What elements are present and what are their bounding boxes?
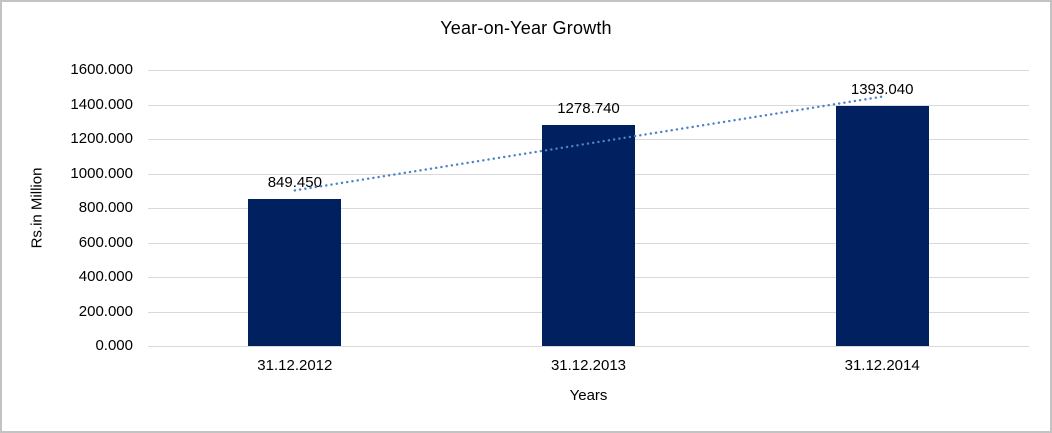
y-tick-label: 0.000 — [95, 337, 133, 354]
x-tick-label: 31.12.2012 — [257, 357, 333, 374]
data-label: 1393.040 — [850, 80, 914, 98]
gridline — [148, 70, 1029, 71]
bar — [248, 199, 342, 346]
bar — [542, 125, 635, 346]
y-tick-label: 600.000 — [78, 233, 133, 251]
data-label: 849.450 — [267, 174, 322, 192]
y-tick-label: 400.000 — [78, 268, 133, 285]
x-tick-label: 31.12.2013 — [550, 357, 627, 374]
y-tick-label: 800.000 — [78, 199, 133, 216]
y-tick-label: 1000.000 — [70, 164, 133, 182]
x-axis-title: Years — [569, 387, 608, 404]
y-tick-label: 200.000 — [78, 302, 133, 320]
x-tick-label: 31.12.2014 — [844, 357, 920, 374]
data-label: 1278.740 — [557, 100, 620, 118]
y-tick-label: 1600.000 — [70, 61, 133, 78]
gridline — [148, 346, 1029, 347]
y-tick-label: 1400.000 — [70, 95, 133, 113]
bar — [835, 105, 929, 346]
y-tick-label: 1200.000 — [70, 130, 133, 147]
chart-title: Year-on-Year Growth — [440, 18, 612, 38]
